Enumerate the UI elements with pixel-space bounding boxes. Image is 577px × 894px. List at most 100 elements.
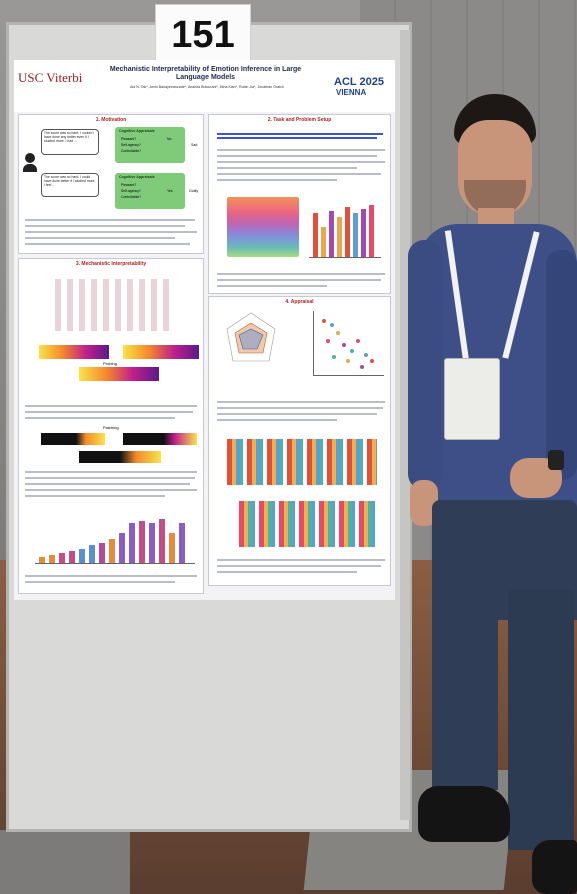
person-right-arm	[546, 250, 577, 480]
bar	[49, 555, 55, 563]
network-diagram	[55, 279, 171, 331]
text-line	[217, 279, 381, 281]
bar	[169, 533, 175, 563]
poster-title: Mechanistic Interpretability of Emotion …	[109, 66, 302, 81]
bar	[129, 523, 135, 563]
scatter-plot	[313, 311, 384, 376]
person	[398, 90, 577, 894]
appraisal-value-no: No	[167, 137, 172, 141]
text-line	[217, 413, 377, 415]
radar-chart	[223, 311, 279, 367]
bar	[39, 557, 45, 563]
sankey-diagram	[227, 197, 299, 257]
text-line	[25, 477, 195, 479]
poster-header	[14, 60, 395, 112]
bar	[139, 521, 145, 563]
bar	[179, 523, 185, 563]
text-line	[217, 173, 381, 175]
text-line	[25, 225, 185, 227]
appraisal-box-a	[115, 127, 185, 163]
person-icon	[25, 153, 35, 163]
outcome-sad: Sad	[191, 143, 198, 147]
text-line	[217, 285, 327, 287]
outcome-guilty: Guilty	[189, 189, 199, 193]
poster-number-card: 151	[155, 4, 251, 66]
speech-bubble-b: The score was so hard. I could have done…	[41, 173, 99, 197]
institution-logo: USC Viterbi	[18, 70, 83, 85]
person-left-arm	[408, 240, 442, 490]
bar	[149, 523, 155, 563]
person-face	[458, 120, 532, 216]
conference-logo: ACL 2025	[334, 76, 384, 88]
probing-heatmap-1	[39, 345, 109, 359]
text-line	[25, 483, 190, 485]
bar	[59, 553, 65, 563]
text-line	[25, 405, 197, 407]
text-line	[217, 161, 385, 163]
person-right-leg	[508, 590, 574, 850]
patching-heatmap-1	[41, 433, 105, 445]
text-line	[217, 571, 357, 573]
person-right-shoe	[532, 840, 577, 894]
floor-mat-left	[0, 830, 130, 894]
person-left-leg	[432, 590, 498, 790]
patching-heatmap-3	[79, 451, 161, 463]
appraisal-row-control: Controllable?	[121, 149, 141, 153]
appraisal-row-pleasant: Pleasant?	[121, 137, 137, 141]
appraisal-box-b-title: Cognitive Appraisals	[119, 175, 155, 179]
person-left-shoe	[418, 786, 510, 842]
person-body-icon	[23, 164, 37, 172]
text-line	[217, 407, 383, 409]
bar	[119, 533, 125, 563]
text-line	[25, 581, 175, 583]
task-bar-chart	[309, 199, 381, 258]
bar	[109, 539, 115, 563]
poster-board-post	[400, 30, 410, 820]
poster-authors: Ala N. Tak*, Amin Banayeeanzade*, Anahit…	[130, 85, 284, 89]
text-line	[217, 155, 377, 157]
probing-heatmap-3	[79, 367, 159, 381]
section-appraisal: 4. Appraisal	[208, 296, 391, 586]
bar	[79, 549, 85, 563]
speech-bubble-a: The score was so hard. I couldn't have d…	[41, 129, 99, 155]
bar	[369, 205, 374, 257]
text-line	[217, 133, 383, 135]
patching-heatmap-2	[123, 433, 197, 445]
text-line	[217, 419, 337, 421]
bar	[345, 207, 350, 257]
section-title: 1. Motivation	[95, 117, 127, 123]
section-title: 2. Task and Problem Setup	[267, 117, 332, 123]
bar-chart-mechanistic	[35, 515, 195, 564]
text-line	[25, 243, 190, 245]
text-line	[25, 231, 197, 233]
appraisal-stacked-bars-top	[227, 439, 377, 485]
appraisal-box-b	[115, 173, 185, 209]
conference-city: VIENNA	[336, 88, 367, 97]
bar	[313, 213, 318, 257]
bar	[329, 211, 334, 257]
text-line	[25, 417, 175, 419]
text-line	[217, 565, 381, 567]
bar	[69, 551, 75, 563]
appraisal-box-a-title: Cognitive Appraisals	[119, 129, 155, 133]
patching-label: Patching	[103, 425, 119, 430]
bar	[99, 543, 105, 563]
text-line	[217, 149, 385, 151]
text-line	[25, 219, 195, 221]
appraisal-row-pleasant-b: Pleasant?	[121, 183, 137, 187]
section-motivation: 1. Motivation The score was so hard. I c…	[18, 114, 204, 254]
text-line	[217, 401, 385, 403]
text-line	[217, 167, 357, 169]
probing-heatmap-2	[123, 345, 199, 359]
text-line	[25, 237, 175, 239]
bar	[353, 213, 358, 257]
text-line	[25, 471, 197, 473]
bar	[159, 519, 165, 563]
name-badge	[444, 358, 500, 440]
bar	[89, 545, 95, 563]
text-line	[25, 489, 197, 491]
text-line	[25, 411, 193, 413]
wristwatch	[548, 450, 564, 470]
text-line	[217, 559, 385, 561]
text-line	[217, 137, 377, 139]
